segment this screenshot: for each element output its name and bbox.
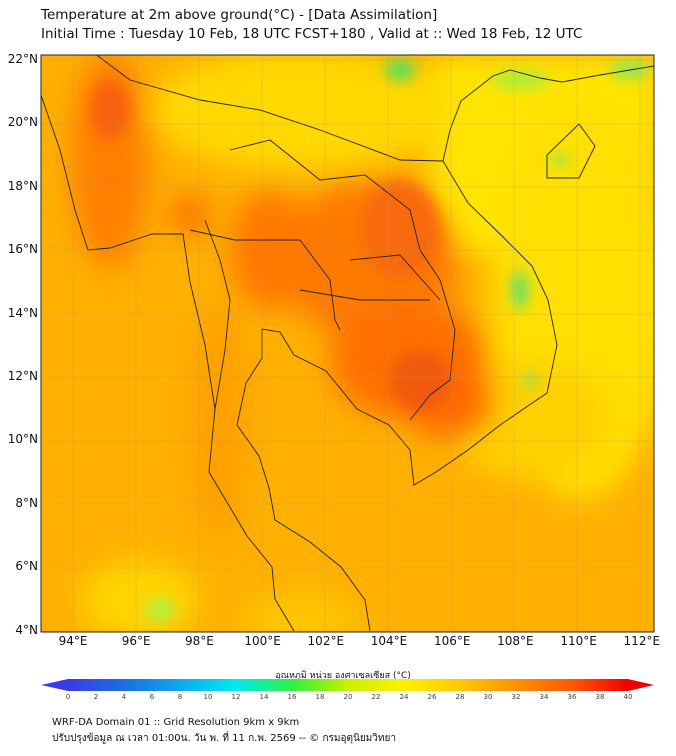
colorbar-tick: 38	[595, 693, 605, 701]
colorbar-tick: 40	[623, 693, 633, 701]
temperature-field	[41, 55, 654, 632]
map-subtitle: Initial Time : Tuesday 10 Feb, 18 UTC FC…	[41, 26, 583, 42]
lon-label: 100°E	[244, 634, 281, 648]
colorbar-title: อุณหภูมิ หน่วย องศาเซลเซียส (°C)	[275, 671, 411, 681]
colorbar-tick: 8	[177, 693, 183, 701]
lon-label: 104°E	[370, 634, 408, 648]
lon-label: 112°E	[623, 634, 661, 648]
colorbar-tick: 20	[343, 693, 353, 701]
lat-label: 18°N	[7, 178, 38, 193]
lon-label: 108°E	[497, 634, 534, 648]
lon-label: 94°E	[58, 634, 88, 648]
temperature-map	[40, 54, 655, 633]
colorbar-tick: 14	[259, 693, 269, 701]
footer-model-info: WRF-DA Domain 01 :: Grid Resolution 9km …	[52, 717, 300, 728]
colorbar-tick: 6	[149, 693, 155, 701]
colorbar-tick: 32	[511, 693, 521, 701]
colorbar-tick: 10	[203, 693, 213, 701]
colorbar-tick: 16	[287, 693, 297, 701]
footer-update-info: ปรับปรุงข้อมูล ณ เวลา 01:00น. วัน พ. ที่…	[52, 733, 396, 744]
colorbar-tick: 12	[231, 693, 241, 701]
colorbar-tick: 30	[483, 693, 493, 701]
lat-label: 6°N	[15, 559, 38, 574]
lat-label: 16°N	[7, 242, 38, 257]
lat-label: 12°N	[7, 369, 38, 383]
colorbar-tick: 18	[315, 693, 325, 701]
colorbar	[41, 679, 654, 691]
map-title: Temperature at 2m above ground(°C) - [Da…	[41, 7, 438, 23]
lon-label: 110°E	[560, 634, 597, 648]
colorbar-tick: 22	[371, 693, 381, 701]
lat-label: 20°N	[7, 115, 38, 130]
lat-label: 4°N	[15, 622, 38, 637]
colorbar-tick: 36	[567, 693, 577, 701]
colorbar-tick: 0	[65, 693, 71, 701]
colorbar-tick: 24	[399, 693, 409, 701]
colorbar-tick: 28	[455, 693, 465, 701]
colorbar-tick: 4	[121, 693, 127, 701]
lon-label: 102°E	[307, 634, 345, 648]
lat-label: 22°N	[7, 52, 38, 66]
lon-label: 106°E	[433, 634, 471, 648]
lat-label: 8°N	[15, 495, 38, 510]
colorbar-tick: 26	[427, 693, 437, 701]
colorbar-min-arrow	[41, 679, 68, 691]
lat-label: 14°N	[7, 305, 38, 320]
colorbar-tick: 2	[93, 693, 99, 701]
lon-label: 96°E	[121, 634, 151, 648]
colorbar-tick: 34	[539, 693, 549, 701]
lat-label: 10°N	[7, 432, 38, 447]
colorbar-max-arrow	[628, 679, 654, 691]
lon-label: 98°E	[184, 634, 214, 648]
coastlines	[41, 55, 654, 632]
gridlines	[41, 55, 654, 632]
